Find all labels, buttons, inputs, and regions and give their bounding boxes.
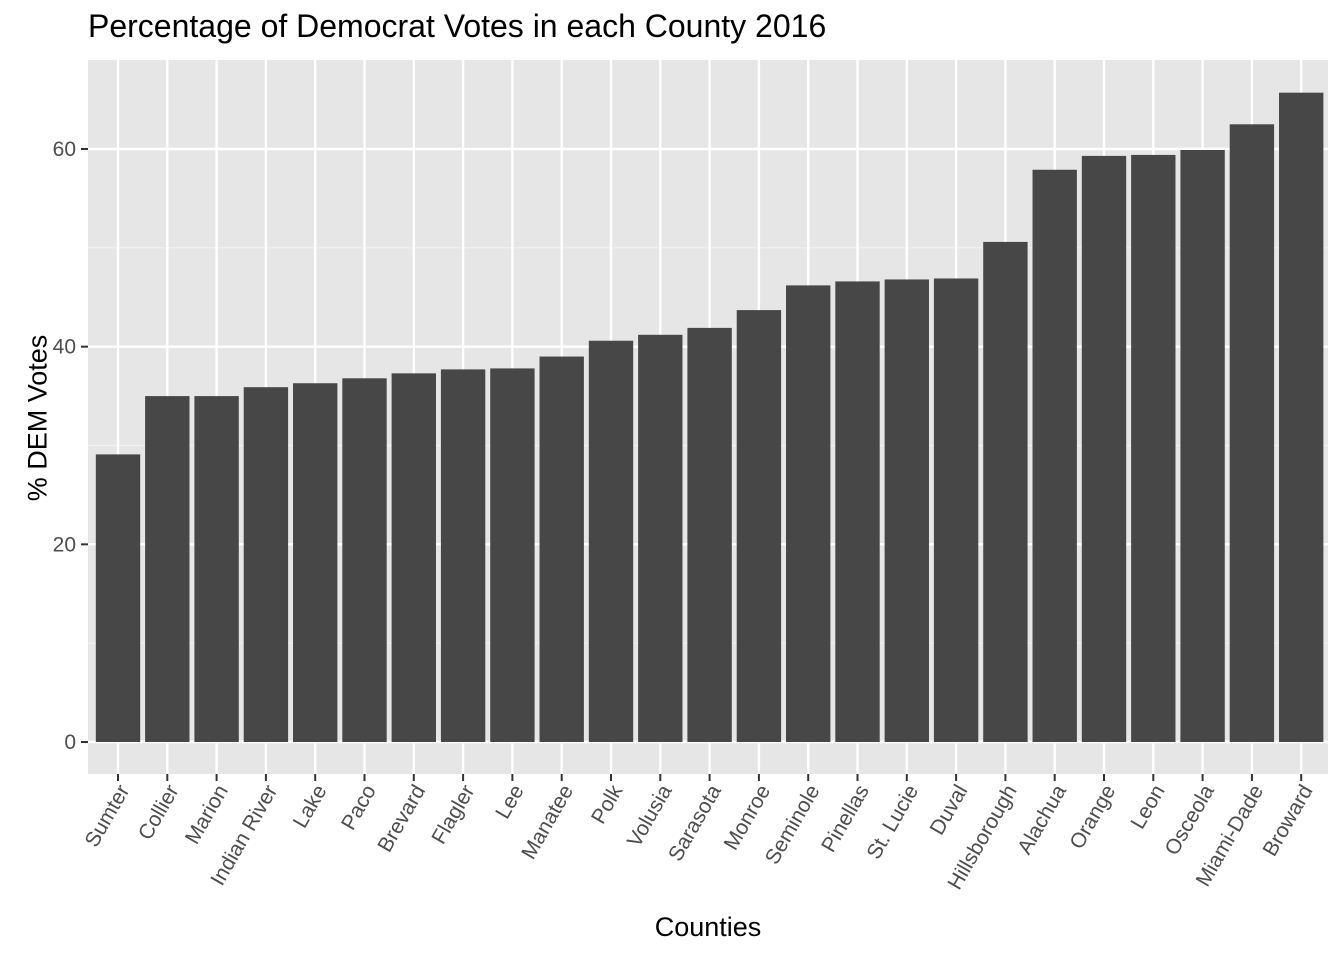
- x-tick-label: Polk: [587, 781, 628, 828]
- x-tick-label: Paco: [337, 781, 381, 834]
- bar-miami-dade: [1229, 124, 1275, 742]
- x-tick-label: Sumter: [81, 781, 135, 851]
- bar-indian-river: [243, 387, 289, 742]
- bar-st-lucie: [884, 279, 929, 742]
- x-tick-label: Leon: [1126, 781, 1169, 833]
- bar-paco: [342, 378, 387, 742]
- bar-broward: [1279, 92, 1324, 743]
- x-axis-label: Counties: [654, 912, 762, 942]
- bar-orange: [1081, 155, 1127, 742]
- bar-volusia: [638, 334, 683, 742]
- x-tick-label: Lake: [289, 781, 332, 832]
- x-tick-label: Orange: [1065, 781, 1120, 853]
- bar-hillsborough: [983, 241, 1028, 743]
- x-tick-label: Duval: [926, 781, 973, 839]
- y-axis-label: % DEM Votes: [22, 334, 53, 502]
- bar-monroe: [736, 310, 782, 742]
- y-tick-label: 0: [64, 731, 76, 754]
- bar-lee: [490, 368, 535, 742]
- bar-osceola: [1180, 149, 1225, 742]
- x-tick-label: Lee: [491, 781, 528, 823]
- bar-polk: [588, 340, 634, 742]
- x-tick-label: Monroe: [720, 781, 776, 854]
- bar-brevard: [391, 373, 436, 742]
- y-tick-label: 60: [53, 138, 76, 161]
- x-tick-label: Collier: [134, 781, 184, 844]
- bar-sumter: [95, 454, 141, 742]
- y-tick-label: 40: [53, 336, 76, 359]
- y-tick-label: 20: [53, 533, 76, 556]
- bar-manatee: [539, 356, 584, 742]
- bar-duval: [933, 278, 979, 742]
- bar-leon: [1131, 154, 1176, 742]
- bar-flagler: [440, 369, 486, 742]
- chart-title: Percentage of Democrat Votes in each Cou…: [88, 8, 827, 44]
- x-tick-label: Brevard: [373, 781, 430, 856]
- x-tick-label: Marion: [181, 781, 233, 848]
- bar-lake: [293, 383, 338, 742]
- x-tick-label: Alachua: [1013, 781, 1071, 858]
- x-tick-label: Flagler: [427, 781, 479, 848]
- bar-alachua: [1032, 169, 1077, 742]
- bar-pinellas: [835, 281, 880, 742]
- bar-collier: [145, 396, 190, 742]
- x-tick-label: Volusia: [623, 781, 677, 851]
- bar-seminole: [786, 285, 831, 742]
- bar-sarasota: [687, 327, 732, 742]
- bar-marion: [194, 396, 239, 742]
